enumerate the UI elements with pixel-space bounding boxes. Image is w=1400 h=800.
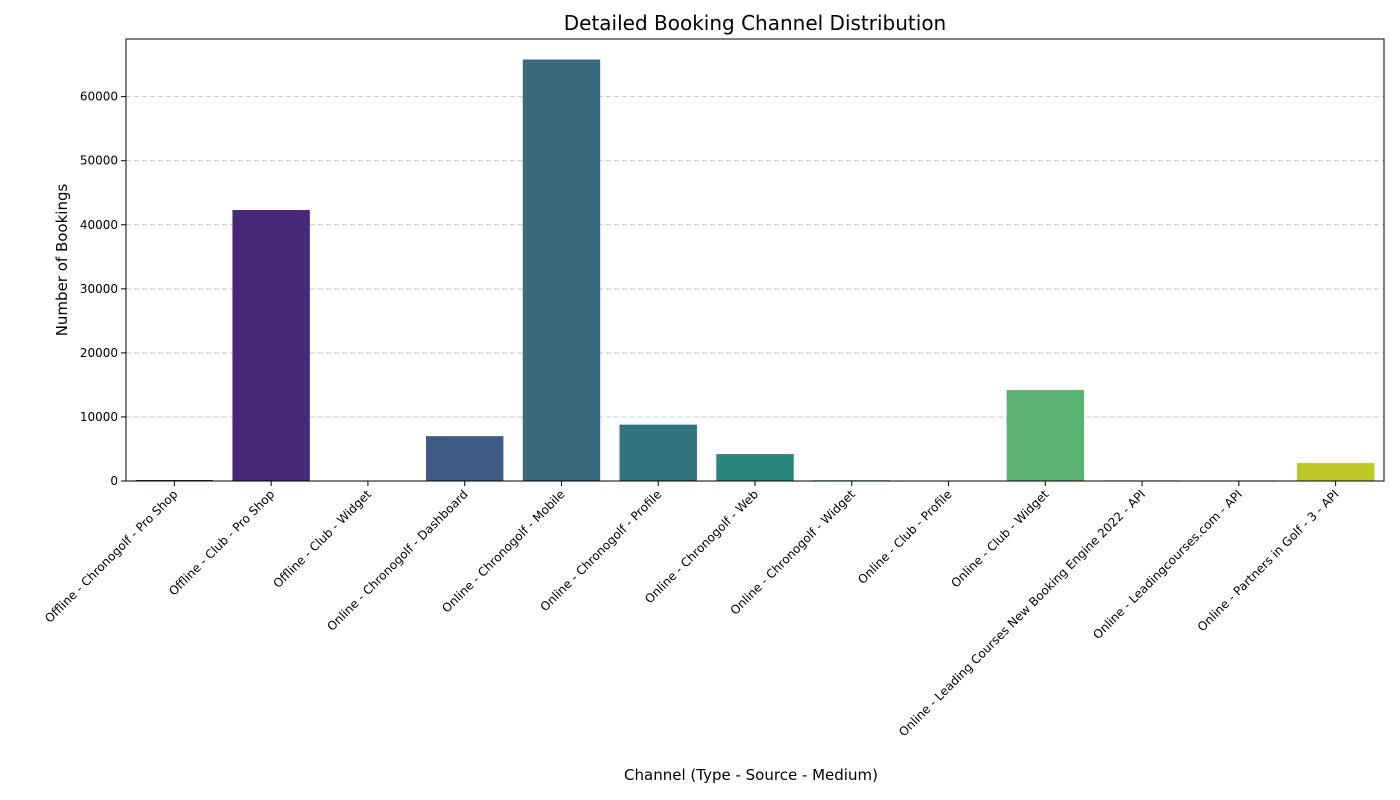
plot-frame <box>125 38 1385 482</box>
bars <box>135 59 1375 482</box>
y-tick-label: 40000 <box>80 218 118 232</box>
grid <box>126 96 1384 418</box>
y-axis-label: Number of Bookings <box>53 184 71 337</box>
bar <box>522 59 601 482</box>
y-tick-label: 50000 <box>80 154 118 168</box>
x-tick-label: Offline - Club - Widget <box>270 487 374 591</box>
x-tick-label: Offline - Chronogolf - Pro Shop <box>42 487 180 625</box>
x-tick-label: Online - Chronogolf - Web <box>642 487 761 606</box>
bar <box>619 424 697 481</box>
x-tick-label: Online - Club - Widget <box>948 487 1051 590</box>
x-axis-label: Channel (Type - Source - Medium) <box>624 766 878 784</box>
y-tick-label: 20000 <box>80 346 118 360</box>
y-tick-label: 60000 <box>80 90 118 104</box>
y-tick-label: 0 <box>110 474 118 488</box>
bar <box>425 436 504 481</box>
y-axis: 0 10000 20000 30000 40000 50000 60000 <box>80 90 126 488</box>
bar <box>716 454 794 481</box>
bar <box>1006 390 1085 481</box>
bar <box>1296 463 1375 481</box>
bar <box>232 210 310 481</box>
x-tick-label: Offline - Club - Pro Shop <box>166 487 277 598</box>
y-tick-label: 10000 <box>80 410 118 424</box>
x-tick-label: Online - Leadingcourses.com - API <box>1090 487 1245 642</box>
x-tick-label: Online - Club - Profile <box>855 487 955 587</box>
chart-title: Detailed Booking Channel Distribution <box>564 11 946 35</box>
y-tick-label: 30000 <box>80 282 118 296</box>
